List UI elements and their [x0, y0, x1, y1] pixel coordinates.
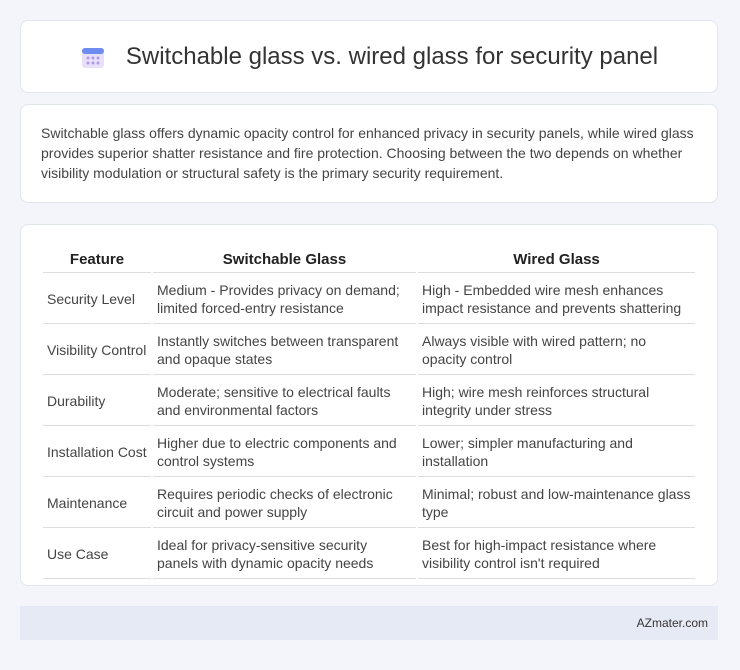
header: Switchable glass vs. wired glass for sec…	[20, 20, 718, 93]
table-cell: Visibility Control	[43, 326, 151, 375]
table-card: Feature Switchable Glass Wired Glass Securi…	[20, 224, 718, 586]
table-cell: Ideal for privacy-sensitive security pan…	[153, 530, 416, 579]
table-row: Visibility Control Instantly switches bet…	[43, 326, 695, 375]
table-row: Security Level Medium - Provides privacy …	[43, 275, 695, 324]
table-row: Maintenance Requires periodic checks of e…	[43, 479, 695, 528]
table-cell: Always visible with wired pattern; no op…	[418, 326, 695, 375]
table-cell: Medium - Provides privacy on demand; lim…	[153, 275, 416, 324]
table-cell: Higher due to electric components and co…	[153, 428, 416, 477]
table-cell: Minimal; robust and low-maintenance glas…	[418, 479, 695, 528]
column-header: Wired Glass	[418, 247, 695, 273]
table-cell: High; wire mesh reinforces structural in…	[418, 377, 695, 426]
source: AZmater.com	[636, 616, 708, 630]
table-row: Use Case Ideal for privacy-sensitive secu…	[43, 530, 695, 579]
table-cell: Installation Cost	[43, 428, 151, 477]
table-row: Durability Moderate; sensitive to electri…	[43, 377, 695, 426]
table-cell: High - Embedded wire mesh enhances impac…	[418, 275, 695, 324]
table-cell: Security Level	[43, 275, 151, 324]
summary: Switchable glass offers dynamic opacity …	[20, 104, 718, 203]
column-header: Switchable Glass	[153, 247, 416, 273]
table-row: Installation Cost Higher due to electric …	[43, 428, 695, 477]
table-cell: Durability	[43, 377, 151, 426]
column-header: Feature	[43, 247, 151, 273]
footer: AZmater.com	[20, 606, 718, 640]
calendar-icon	[81, 47, 104, 68]
table-cell: Lower; simpler manufacturing and install…	[418, 428, 695, 477]
table-cell: Moderate; sensitive to electrical faults…	[153, 377, 416, 426]
table-cell: Best for high-impact resistance where vi…	[418, 530, 695, 579]
title: Switchable glass vs. wired glass for sec…	[125, 42, 659, 70]
table-cell: Instantly switches between transparent a…	[153, 326, 416, 375]
table-cell: Maintenance	[43, 479, 151, 528]
table-cell: Requires periodic checks of electronic c…	[153, 479, 416, 528]
comparison-table: Feature Switchable Glass Wired Glass Securi…	[41, 245, 697, 581]
table-cell: Use Case	[43, 530, 151, 579]
